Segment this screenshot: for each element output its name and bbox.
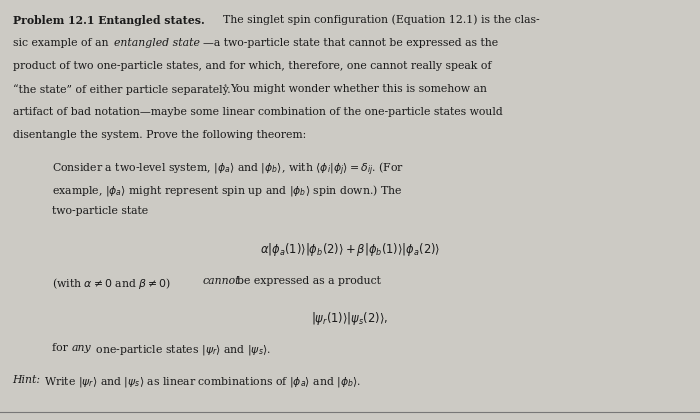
Text: Hint:: Hint: (13, 375, 41, 385)
Text: any: any (72, 343, 92, 353)
Text: (with $\alpha \neq 0$ and $\beta \neq 0$): (with $\alpha \neq 0$ and $\beta \neq 0$… (52, 276, 173, 291)
Text: for: for (52, 343, 72, 353)
Text: “the state” of either particle separately.: “the state” of either particle separatel… (13, 84, 230, 95)
Text: Problem 12.1 Entangled states.: Problem 12.1 Entangled states. (13, 15, 204, 26)
Text: $|\psi_r(1)\rangle|\psi_s(2)\rangle,$: $|\psi_r(1)\rangle|\psi_s(2)\rangle,$ (312, 310, 388, 327)
Text: product of two one-particle states, and for which, therefore, one cannot really : product of two one-particle states, and … (13, 61, 491, 71)
Text: example, $|\phi_a\rangle$ might represent spin up and $|\phi_b\rangle$ spin down: example, $|\phi_a\rangle$ might represen… (52, 184, 403, 198)
Text: cannot: cannot (203, 276, 241, 286)
Text: The singlet spin configuration (Equation 12.1) is the clas-: The singlet spin configuration (Equation… (223, 15, 539, 25)
Text: be expressed as a product: be expressed as a product (237, 276, 382, 286)
Text: one-particle states $|\psi_r\rangle$ and $|\psi_s\rangle$.: one-particle states $|\psi_r\rangle$ and… (92, 343, 272, 357)
Text: artifact of bad notation—maybe some linear combination of the one-particle state: artifact of bad notation—maybe some line… (13, 107, 503, 117)
Text: Consider a two-level system, $|\phi_a\rangle$ and $|\phi_b\rangle$, with $\langl: Consider a two-level system, $|\phi_a\ra… (52, 160, 405, 178)
Text: —a two-particle state that cannot be expressed as the: —a two-particle state that cannot be exp… (203, 38, 498, 48)
Text: two-particle state: two-particle state (52, 207, 148, 216)
Text: disentangle the system. Prove the following theorem:: disentangle the system. Prove the follow… (13, 130, 306, 140)
Text: $\alpha|\phi_a(1)\rangle|\phi_b(2)\rangle + \beta|\phi_b(1)\rangle|\phi_a(2)\ran: $\alpha|\phi_a(1)\rangle|\phi_b(2)\rangl… (260, 241, 440, 258)
Text: You might wonder whether this is somehow an: You might wonder whether this is somehow… (230, 84, 486, 94)
Text: entangled state: entangled state (114, 38, 200, 48)
Text: Write $|\psi_r\rangle$ and $|\psi_s\rangle$ as linear combinations of $|\phi_a\r: Write $|\psi_r\rangle$ and $|\psi_s\rang… (44, 375, 361, 389)
Text: sic example of an: sic example of an (13, 38, 111, 48)
Text: ⁴: ⁴ (224, 84, 227, 92)
